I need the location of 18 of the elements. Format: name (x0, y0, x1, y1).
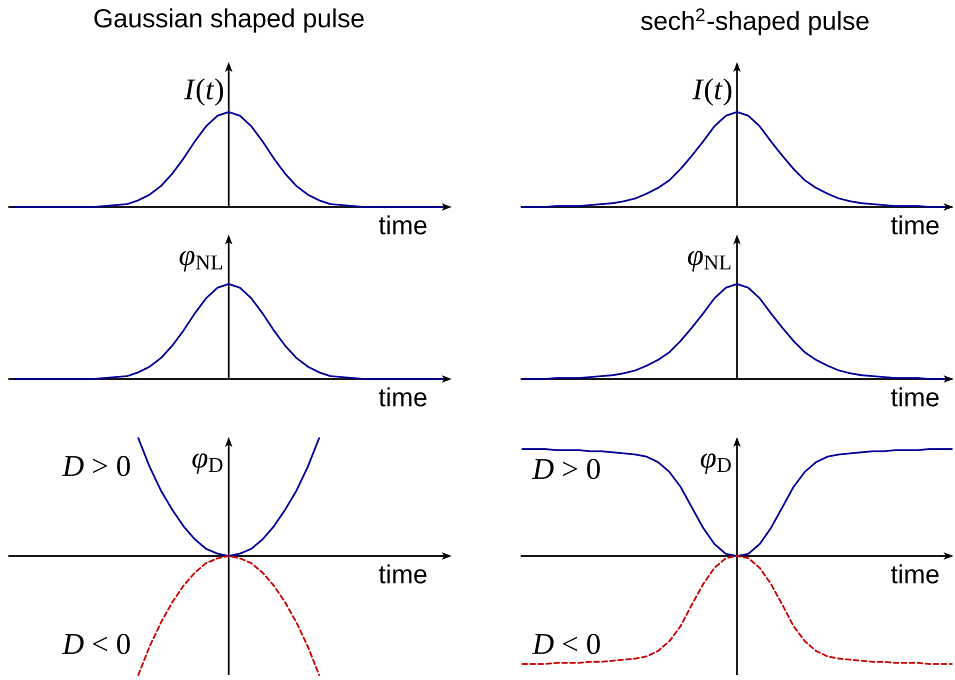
y-axis-title: φ$_{D}$ (192, 453, 222, 474)
series-label: D > 0 (532, 458, 600, 480)
series-label: D < 0 (62, 634, 130, 654)
x-axis-title: time (378, 387, 426, 406)
y-axis-title: I(t) (692, 78, 732, 106)
y-axis-title: I(t) (184, 78, 223, 106)
chart-title: sech$^{2}$-shaped pulse (641, 8, 869, 36)
x-axis-title: time (378, 564, 426, 584)
y-axis-title: φ$_{NL}$ (180, 250, 222, 272)
series-label: D > 0 (62, 456, 130, 476)
x-axis-title: time (891, 387, 939, 406)
x-axis-title: time (378, 215, 426, 234)
y-axis-title: φ$_{NL}$ (688, 250, 730, 272)
series-label: D < 0 (532, 634, 600, 654)
y-axis-title: φ$_{D}$ (700, 453, 731, 474)
x-axis-title: time (891, 215, 939, 234)
chart-title: Gaussian shaped pulse (94, 8, 364, 33)
x-axis-title: time (891, 564, 939, 584)
